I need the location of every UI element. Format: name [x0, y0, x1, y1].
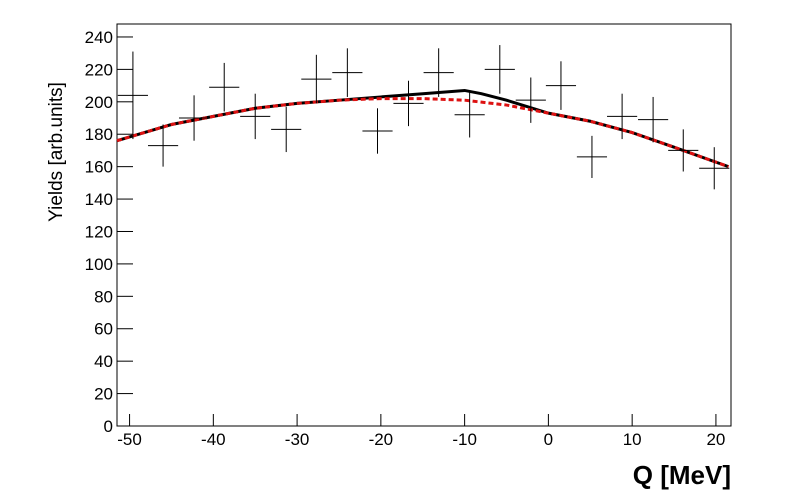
y-tick-label: 180 — [85, 125, 113, 144]
frame — [116, 23, 732, 427]
y-tick-label: 40 — [94, 352, 113, 371]
x-tick-label: -30 — [285, 430, 310, 449]
y-tick-label: 120 — [85, 222, 113, 241]
y-axis-title: Yields [arb.units] — [46, 82, 67, 222]
x-tick-label: -20 — [369, 430, 394, 449]
x-axis-title: Q [MeV] — [633, 460, 731, 490]
x-tick-label: 20 — [706, 430, 725, 449]
y-tick-label: 100 — [85, 255, 113, 274]
y-tick-label: 60 — [94, 320, 113, 339]
y-tick-label: 160 — [85, 158, 113, 177]
x-tick-label: 0 — [544, 430, 553, 449]
x-tick-label: -50 — [117, 430, 142, 449]
y-tick-label: 240 — [85, 28, 113, 47]
y-tick-label: 0 — [104, 417, 113, 436]
x-tick-label: -10 — [452, 430, 477, 449]
y-tick-label: 220 — [85, 60, 113, 79]
fit-curve — [116, 97, 729, 169]
y-tick-label: 80 — [94, 287, 113, 306]
fit-curve — [116, 88, 729, 169]
y-tick-label: 200 — [85, 93, 113, 112]
x-tick-label: 10 — [623, 430, 642, 449]
y-tick-label: 140 — [85, 190, 113, 209]
x-tick-label: -40 — [201, 430, 226, 449]
y-tick-label: 20 — [94, 385, 113, 404]
